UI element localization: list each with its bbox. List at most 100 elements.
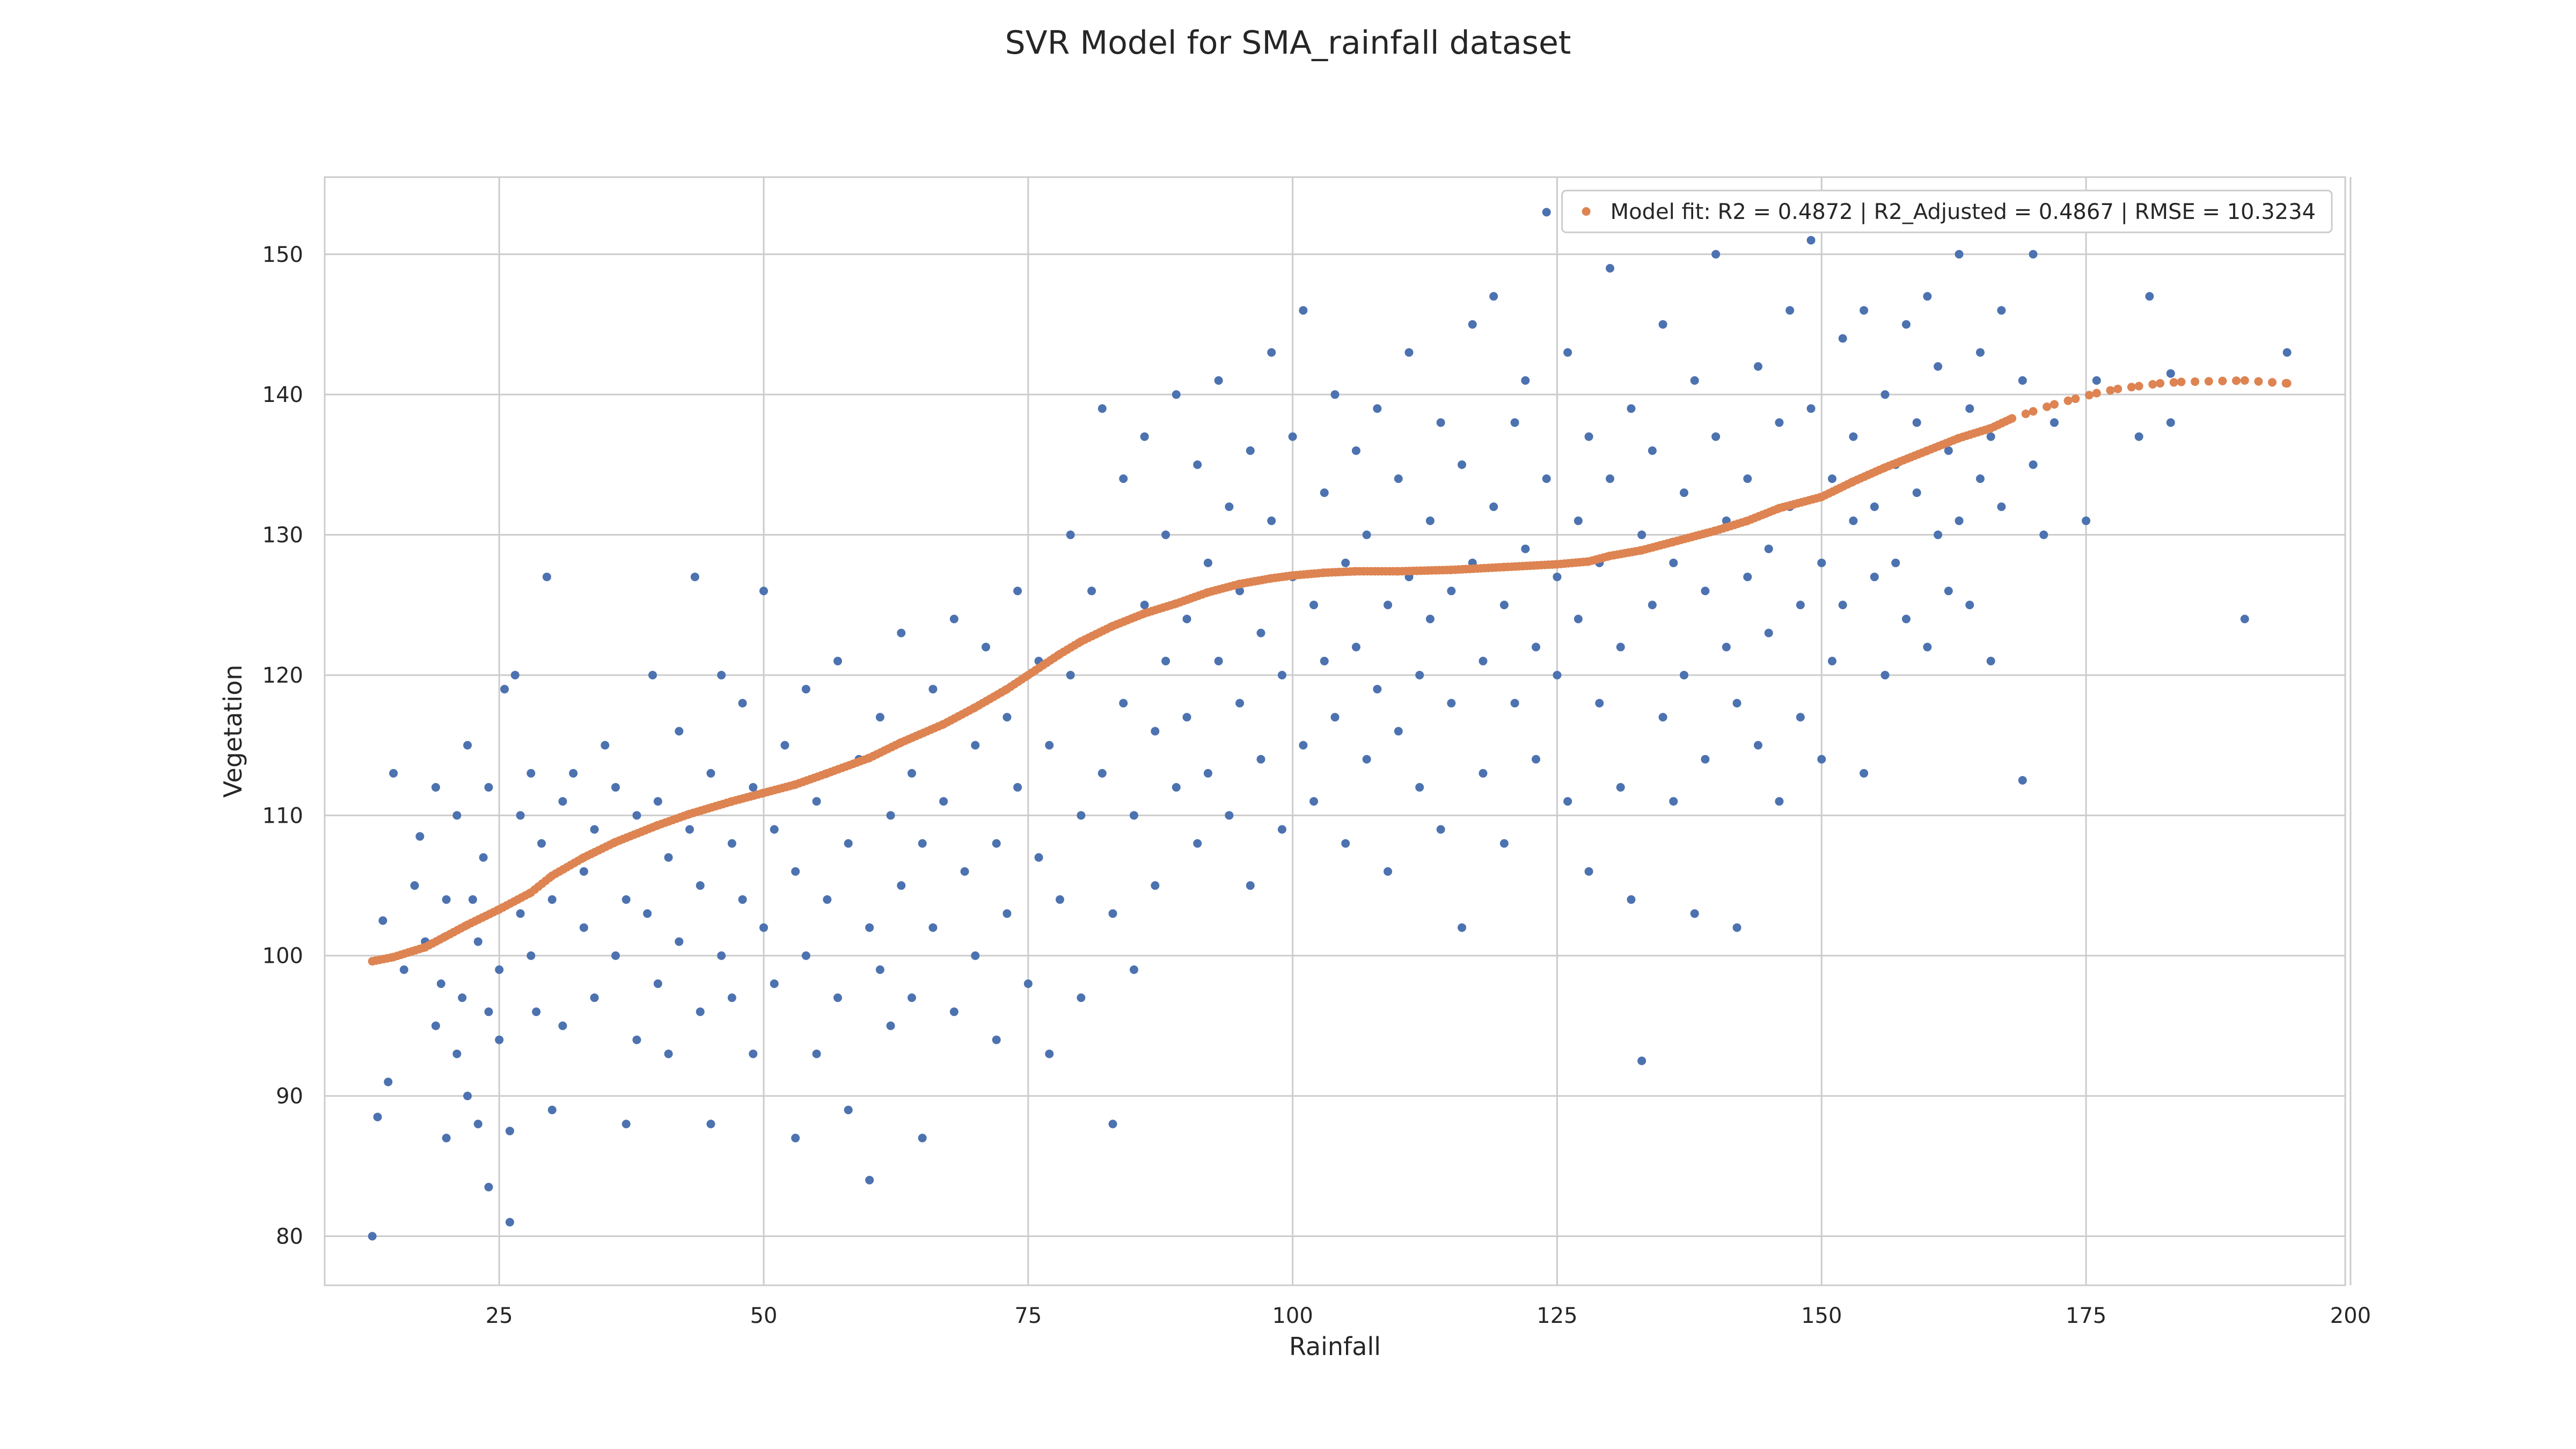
data-point (542, 572, 551, 581)
data-point (1574, 516, 1583, 525)
y-tick-label: 90 (276, 1084, 303, 1109)
data-point (1499, 839, 1509, 848)
data-point (2082, 516, 2091, 525)
data-point (1690, 909, 1699, 918)
data-point (1944, 446, 1953, 455)
x-tick-label: 175 (2066, 1304, 2106, 1328)
x-tick-label: 75 (1014, 1304, 1042, 1328)
data-point (431, 783, 440, 792)
data-point (1870, 502, 1879, 511)
data-point (516, 811, 525, 820)
fit-point (2169, 378, 2178, 387)
data-point (1965, 601, 1974, 610)
fit-point (2008, 414, 2017, 423)
x-tick-label: 50 (750, 1304, 778, 1328)
data-point (1912, 418, 1921, 427)
data-point (738, 895, 747, 904)
data-point (1203, 558, 1212, 567)
data-point (436, 979, 445, 989)
data-point (1097, 769, 1107, 778)
data-point (621, 895, 631, 904)
data-point (696, 881, 705, 890)
data-point (1627, 404, 1636, 413)
data-point (1140, 601, 1149, 610)
data-point (1384, 867, 1393, 876)
x-tick-label: 25 (486, 1304, 513, 1328)
data-point (1077, 993, 1086, 1002)
data-point (1997, 306, 2006, 315)
tick-labels: 25 50 75 100 125 150 175 200 80 90 100 110 120 130 140… (262, 243, 2371, 1328)
data-point (653, 979, 662, 989)
data-point (1479, 769, 1488, 778)
data-point (590, 993, 599, 1002)
data-point (706, 769, 715, 778)
data-point (886, 1021, 895, 1030)
data-point (1521, 544, 1530, 553)
data-point (1616, 642, 1625, 652)
data-point (1732, 699, 1741, 708)
data-point (1775, 797, 1784, 806)
y-tick-label: 110 (262, 803, 303, 828)
data-point (1151, 727, 1160, 736)
data-point (706, 1119, 715, 1129)
data-point (621, 1119, 631, 1129)
data-point (1246, 881, 1255, 890)
data-point (982, 642, 991, 652)
data-point (389, 769, 398, 778)
data-point (1499, 601, 1509, 610)
data-point (452, 1049, 462, 1058)
data-point (1108, 1119, 1117, 1129)
data-point (1267, 516, 1276, 525)
data-point (1373, 404, 1382, 413)
data-point (844, 839, 853, 848)
data-point (463, 741, 472, 750)
data-point (727, 839, 736, 848)
data-point (2092, 376, 2101, 385)
y-tick-label: 140 (262, 383, 303, 407)
data-point (1880, 670, 1890, 679)
data-point (812, 1049, 821, 1058)
data-point (579, 867, 588, 876)
data-point (1404, 348, 1414, 357)
data-point (1087, 587, 1096, 596)
data-point (1425, 516, 1435, 525)
data-point (500, 685, 509, 694)
data-point (537, 839, 546, 848)
data-point (532, 1007, 541, 1016)
data-point (1468, 320, 1477, 329)
data-point (1309, 797, 1319, 806)
data-point (696, 1007, 705, 1016)
data-point (1806, 404, 1816, 413)
data-point (479, 853, 488, 862)
fit-point (2254, 377, 2263, 386)
data-point (1542, 208, 1551, 217)
data-point (1013, 587, 1022, 596)
data-point (1256, 628, 1265, 638)
data-point (939, 797, 948, 806)
data-point (685, 825, 694, 834)
data-point (1923, 642, 1932, 652)
data-point (992, 1035, 1001, 1044)
fit-point (2127, 383, 2136, 392)
data-point (1384, 601, 1393, 610)
data-point (1870, 572, 1879, 581)
data-point (1955, 250, 1964, 259)
data-point (1235, 587, 1245, 596)
fit-point (2043, 402, 2052, 412)
y-tick-label: 150 (262, 243, 303, 267)
data-point (908, 993, 917, 1002)
data-point (1986, 656, 1995, 665)
data-point (526, 769, 536, 778)
data-point (1796, 713, 1805, 722)
legend-marker-fit (1582, 207, 1591, 216)
y-tick-label: 100 (262, 944, 303, 969)
data-point (690, 572, 699, 581)
data-point (1415, 783, 1424, 792)
fit-point (2029, 407, 2038, 416)
data-point (1838, 601, 1847, 610)
data-point (632, 811, 641, 820)
data-point (1225, 811, 1234, 820)
data-point (1425, 614, 1435, 624)
fit-point (2084, 391, 2094, 400)
